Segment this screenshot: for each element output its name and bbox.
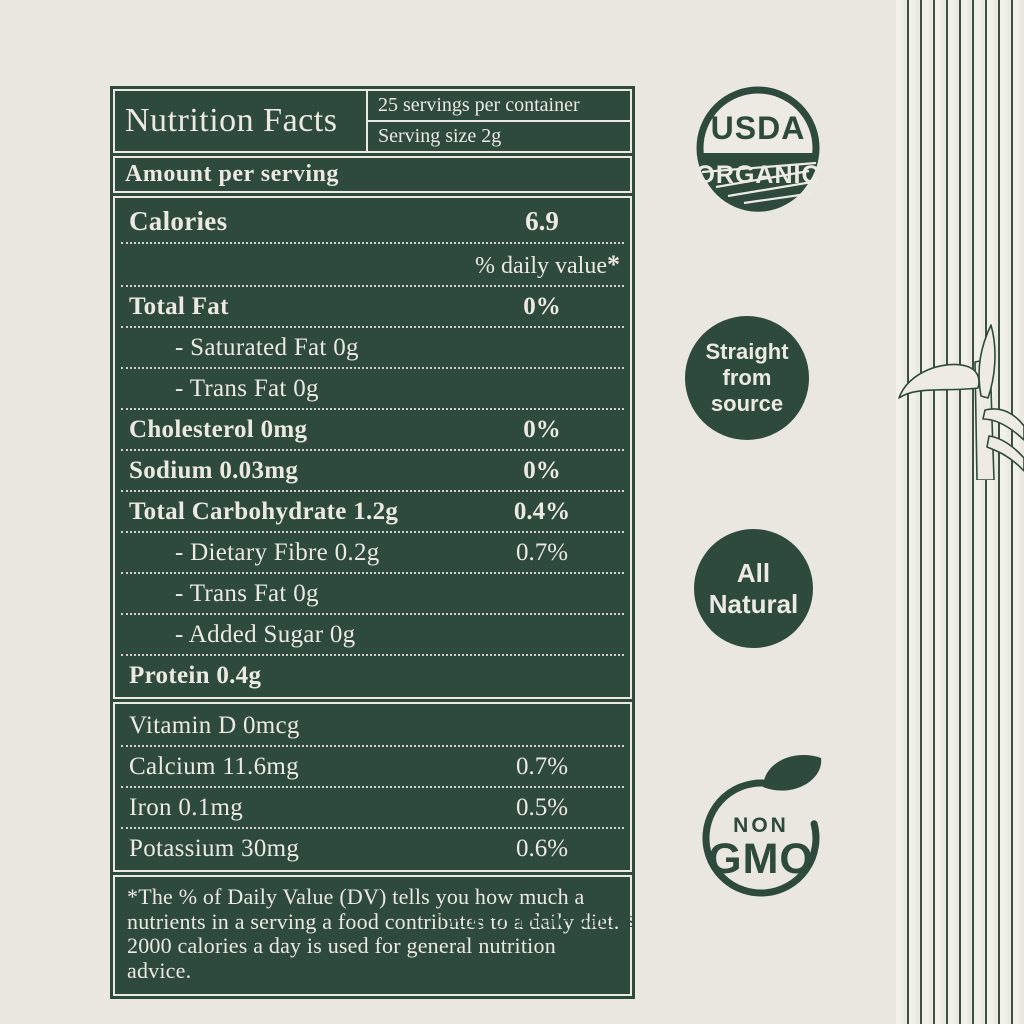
calories-label: Calories xyxy=(129,206,228,236)
nutrient-name: Total Fat xyxy=(129,293,229,320)
vitamin-row-calcium: Calcium 11.6mg 0.7% xyxy=(121,747,624,788)
nutrient-name: Vitamin D 0mcg xyxy=(129,712,300,739)
nutrient-name: - Added Sugar 0g xyxy=(175,621,356,648)
daily-value-footnote: *The % of Daily Value (DV) tells you how… xyxy=(113,875,632,996)
gmo-text: GMO xyxy=(708,835,814,883)
nutrient-name: - Trans Fat 0g xyxy=(175,375,319,402)
calories-row: Calories 6.9 xyxy=(121,200,624,244)
vitamin-row-vitamin-d: Vitamin D 0mcg xyxy=(121,706,624,747)
nutrient-row-cholesterol: Cholesterol 0mg 0% xyxy=(121,410,624,451)
daily-value-asterisk: * xyxy=(607,250,620,279)
nutrient-value: 0.4% xyxy=(513,498,571,525)
usda-text: USDA xyxy=(711,110,806,146)
label-title: Nutrition Facts xyxy=(115,91,368,151)
nutrient-name: Total Carbohydrate 1.2g xyxy=(129,498,399,525)
straight-from-source-badge: Straight from source xyxy=(685,316,809,440)
nutrient-row-protein: Protein 0.4g xyxy=(121,656,624,695)
nutrient-row-sodium: Sodium 0.03mg 0% xyxy=(121,451,624,492)
badge-text-line: Straight xyxy=(705,339,789,365)
nutrient-row-added-sugar: - Added Sugar 0g xyxy=(121,615,624,656)
sugarcane-leaf-icon xyxy=(898,324,1024,480)
vitamins-panel: Vitamin D 0mcg Calcium 11.6mg 0.7% Iron … xyxy=(113,702,632,872)
nutrient-name: - Saturated Fat 0g xyxy=(175,334,359,361)
badge-text-line: Natural xyxy=(708,588,799,619)
calories-value: 6.9 xyxy=(525,206,559,236)
nutrient-row-total-fat: Total Fat 0% xyxy=(121,287,624,328)
badge-text-line: All xyxy=(736,557,771,588)
nutrient-value: 0.7% xyxy=(515,539,569,566)
serving-size: Serving size 2g xyxy=(378,125,502,147)
usda-organic-badge: USDA ORGANIC xyxy=(695,86,820,212)
nutrient-name: Calcium 11.6mg xyxy=(129,753,299,780)
daily-value-label: % daily value xyxy=(475,253,607,279)
nutrient-value: 0% xyxy=(523,416,561,443)
all-natural-badge: All Natural xyxy=(694,529,813,648)
nutrient-name: Potassium 30mg xyxy=(129,835,300,862)
badge-text-line: from xyxy=(722,365,772,391)
nutrient-name: - Dietary Fibre 0.2g xyxy=(175,539,380,566)
nutrient-name: Cholesterol 0mg xyxy=(129,416,308,443)
nutrient-value: 0.5% xyxy=(515,794,569,821)
serving-info: 25 servings per container Serving size 2… xyxy=(368,91,630,151)
vitamin-row-potassium: Potassium 30mg 0.6% xyxy=(121,829,624,868)
vitamin-row-iron: Iron 0.1mg 0.5% xyxy=(121,788,624,829)
nutrient-value: 0% xyxy=(523,293,561,320)
non-gmo-badge: NON GMO xyxy=(702,755,822,897)
nutrient-name: - Trans Fat 0g xyxy=(175,580,319,607)
nutrient-row-carbohydrate: Total Carbohydrate 1.2g 0.4% xyxy=(121,492,624,533)
daily-value-header: % daily value * xyxy=(121,244,624,287)
nutrient-row-saturated-fat: - Saturated Fat 0g xyxy=(121,328,624,369)
nutrient-name: Iron 0.1mg xyxy=(129,794,244,821)
nutrient-value: 0.7% xyxy=(515,753,569,780)
sugarcane-stripes-illustration xyxy=(896,0,1020,1024)
amount-per-serving: Amount per serving xyxy=(113,156,632,193)
nutrient-value: 0.6% xyxy=(515,835,569,862)
badge-text-line: source xyxy=(710,390,784,416)
approximate-values-note: *Approximate Values xyxy=(435,907,635,932)
field-lines-icon xyxy=(701,161,817,205)
nutrient-row-trans-fat-2: - Trans Fat 0g xyxy=(121,574,624,615)
non-text: NON xyxy=(733,814,789,837)
nutrient-name: Sodium 0.03mg xyxy=(129,457,299,484)
nutrient-row-trans-fat: - Trans Fat 0g xyxy=(121,369,624,410)
label-header: Nutrition Facts 25 servings per containe… xyxy=(113,89,632,153)
nutrient-row-dietary-fibre: - Dietary Fibre 0.2g 0.7% xyxy=(121,533,624,574)
nutrient-name: Protein 0.4g xyxy=(129,662,262,689)
servings-per-container: 25 servings per container xyxy=(368,91,630,122)
main-nutrients-panel: Calories 6.9 % daily value * Total Fat 0%… xyxy=(113,196,632,699)
leaf-icon xyxy=(763,755,822,791)
nutrition-facts-label: Nutrition Facts 25 servings per containe… xyxy=(110,86,635,999)
open-circle-arc xyxy=(702,779,820,897)
nutrient-value: 0% xyxy=(523,457,561,484)
